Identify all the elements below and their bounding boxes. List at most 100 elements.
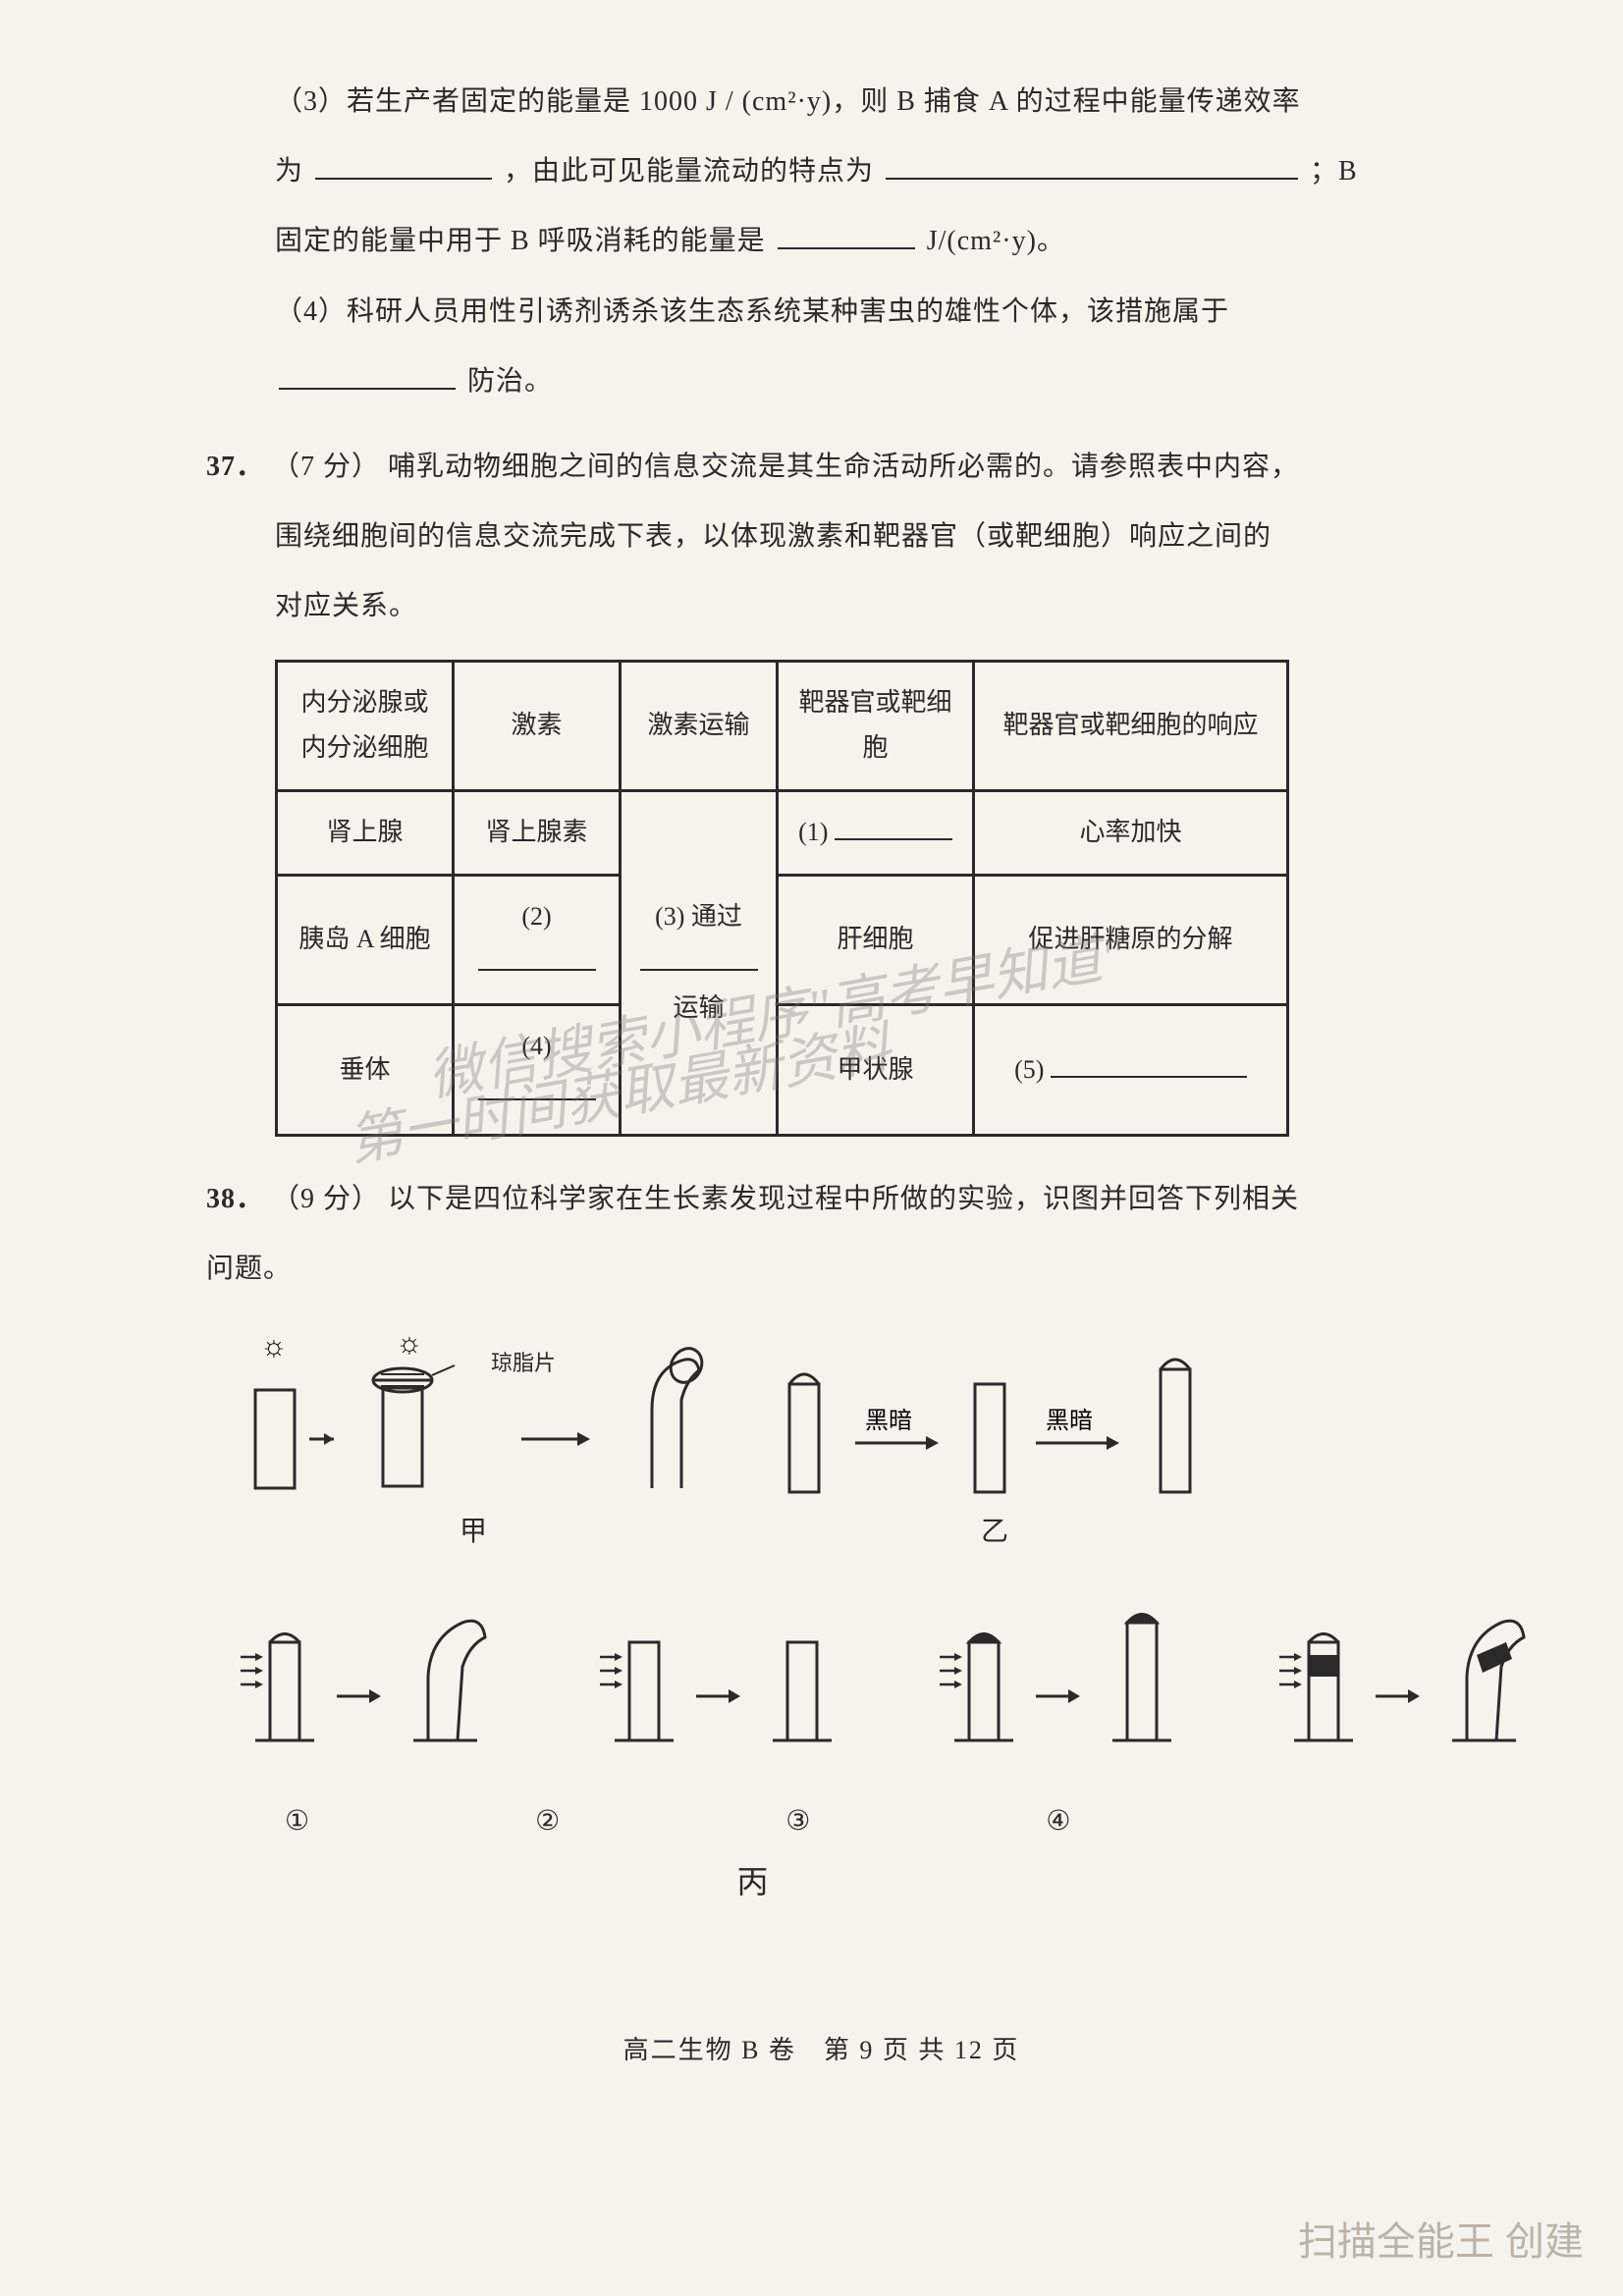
table-row: 垂体 (4) 甲状腺 (5) [277,1005,1288,1136]
text-fragment: ；B [1310,156,1358,187]
table-cell: 心率加快 [974,791,1288,876]
question-number: 37． [206,452,264,482]
coleoptile-bent-covered [1447,1598,1536,1755]
experiment-bing-4 [1274,1598,1536,1755]
circled-number: ③ [785,1804,810,1838]
bing-number-row: ① ② ③ ④ [236,1804,1466,1838]
coleoptile-base-covered [1274,1598,1353,1755]
arrow-icon [1371,1598,1430,1755]
q36-p3-line3: 固定的能量中用于 B 呼吸消耗的能量是 J/(cm²·y)。 [177,208,1466,274]
page-footer: 高二生物 B 卷 第 9 页 共 12 页 [177,2030,1466,2066]
text-fragment: ，由此可见能量流动的特点为 [504,156,874,187]
table-cell: 肾上腺 [277,791,454,876]
table-cell-transport: (3) 通过 运输 [621,791,778,1136]
text-fragment: 运输 [673,993,724,1022]
page-content: （3）若生产者固定的能量是 1000 J / (cm²·y)，则 B 捕食 A … [177,69,1466,2066]
coleoptile-diagram: ☼ [236,1331,334,1498]
text-fragment: J/(cm²·y)。 [927,226,1065,256]
table-cell: 肝细胞 [778,875,974,1005]
arrow-dark: 黑暗 [850,1335,948,1502]
coleoptile-straight [960,1335,1019,1502]
q36-p4-line1: （4）科研人员用性引诱剂诱杀该生态系统某种害虫的雄性个体，该措施属于 [177,279,1466,345]
question-points: （7 分） [272,452,380,482]
arrow-icon [1031,1598,1090,1755]
coleoptile-straight [768,1598,837,1755]
coleoptile-bent-result [622,1331,711,1498]
answer-blank[interactable] [478,1077,596,1100]
question-number: 38． [206,1184,264,1214]
scan-app-credit: 扫描全能王 创建 [1298,2210,1584,2267]
answer-blank[interactable] [478,947,596,971]
coleoptile-tall [1141,1335,1219,1502]
table-header: 激素运输 [621,661,778,791]
q38-intro-line2: 问题。 [206,1236,1466,1302]
table-cell: 甲状腺 [778,1005,974,1136]
text-fragment: 以下是四位科学家在生长素发现过程中所做的实验，识图并回答下列相关 [388,1184,1299,1214]
circled-number: ① [285,1804,309,1838]
svg-text:黑暗: 黑暗 [1046,1408,1093,1434]
arrow-icon [332,1598,391,1755]
answer-blank[interactable] [315,152,492,180]
coleoptile-with-tip [770,1335,839,1502]
table-cell: (4) [454,1005,621,1136]
text-fragment: (3) 通过 [655,902,742,931]
table-header: 靶器官或靶细胞的响应 [974,661,1288,791]
question-37: 37． （7 分） 哺乳动物细胞之间的信息交流是其生命活动所必需的。请参照表中内… [177,434,1466,1137]
arrow-icon [691,1598,750,1755]
q37-intro-line2: 围绕细胞间的信息交流完成下表，以体现激素和靶器官（或靶细胞）响应之间的 [177,504,1466,569]
text-fragment: (2) [521,902,551,931]
coleoptile-tip-covered [935,1598,1013,1755]
q36-p3-line2: 为 ，由此可见能量流动的特点为 ；B [177,138,1466,204]
experiment-bing-1 [236,1598,497,1755]
experiment-yi: 黑暗 黑暗 [770,1335,1219,1549]
q36-p3-line1: （3）若生产者固定的能量是 1000 J / (cm²·y)，则 B 捕食 A … [177,69,1466,134]
svg-text:☼: ☼ [260,1331,288,1362]
coleoptile-no-tip [595,1598,674,1755]
label-bing: 丙 [236,1857,1466,1902]
circled-number: ② [535,1804,560,1838]
table-header: 靶器官或靶细胞 [778,661,974,791]
coleoptile-light-arrows [236,1598,314,1755]
text-fragment: 固定的能量中用于 B 呼吸消耗的能量是 [275,226,766,256]
diagram-row-2 [236,1598,1466,1755]
table-header: 激素 [454,661,621,791]
table-cell: (2) [454,875,621,1005]
q37-intro-line3: 对应关系。 [177,573,1466,639]
answer-blank[interactable] [1051,1054,1247,1078]
arrow-dark: 黑暗 [1031,1335,1129,1502]
experiment-bing-3 [935,1598,1176,1755]
table-cell: 肾上腺素 [454,791,621,876]
answer-blank[interactable] [640,947,758,971]
svg-text:☼: ☼ [396,1331,423,1360]
q37-intro-line1: 37． （7 分） 哺乳动物细胞之间的信息交流是其生命活动所必需的。请参照表中内… [206,434,1466,500]
answer-blank[interactable] [279,362,456,390]
text-fragment: 防治。 [467,366,553,397]
table-cell: (1) [778,791,974,876]
agar-label: 琼脂片 [491,1346,569,1377]
label-yi: 乙 [770,1510,1219,1549]
table-header: 内分泌腺或内分泌细胞 [277,661,454,791]
svg-text:黑暗: 黑暗 [865,1408,912,1434]
text-fragment: 为 [275,156,303,187]
experiment-bing-2 [595,1598,837,1755]
answer-blank[interactable] [835,817,952,840]
answer-blank[interactable] [778,222,915,249]
experiment-diagrams: ☼ ☼ [177,1331,1466,1902]
table-cell: 胰岛 A 细胞 [277,875,454,1005]
table-cell: 促进肝糖原的分解 [974,875,1288,1005]
hormone-table: 内分泌腺或内分泌细胞 激素 激素运输 靶器官或靶细胞 靶器官或靶细胞的响应 肾上… [275,660,1289,1138]
q36-p4-line2: 防治。 [177,348,1466,414]
coleoptile-bent-right [408,1598,497,1755]
label-jia: 甲 [236,1510,711,1549]
experiment-jia: ☼ ☼ [236,1331,711,1549]
table-cell: (5) [974,1005,1288,1136]
answer-blank[interactable] [886,152,1298,180]
coleoptile-tall-straight [1108,1598,1176,1755]
table-row: 胰岛 A 细胞 (2) 肝细胞 促进肝糖原的分解 [277,875,1288,1005]
table-header-row: 内分泌腺或内分泌细胞 激素 激素运输 靶器官或靶细胞 靶器官或靶细胞的响应 [277,661,1288,791]
text-fragment: (4) [521,1032,551,1060]
text-fragment: 哺乳动物细胞之间的信息交流是其生命活动所必需的。请参照表中内容， [388,452,1299,482]
text-fragment: (1) [798,818,828,846]
circled-number: ④ [1046,1804,1070,1838]
question-36-continued: （3）若生产者固定的能量是 1000 J / (cm²·y)，则 B 捕食 A … [177,69,1466,414]
